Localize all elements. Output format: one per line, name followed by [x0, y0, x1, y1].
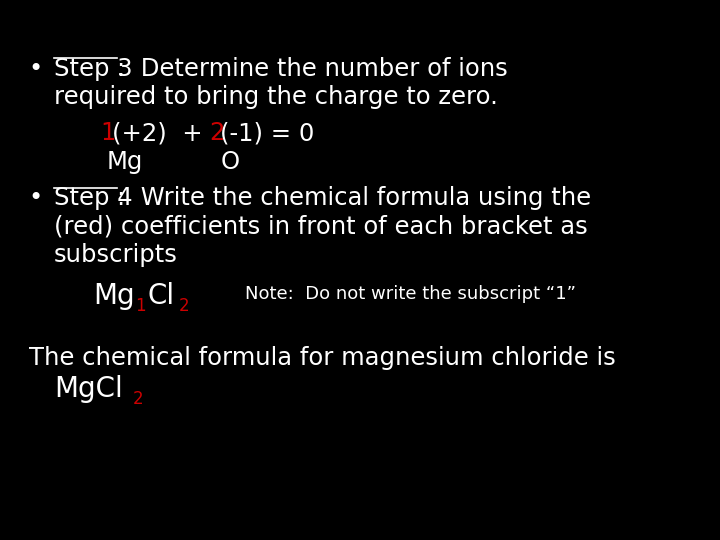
Text: •: • [29, 57, 43, 80]
Text: 1: 1 [135, 297, 146, 315]
Text: 1: 1 [101, 122, 116, 145]
Text: The chemical formula for magnesium chloride is: The chemical formula for magnesium chlor… [29, 346, 616, 369]
Text: :  Determine the number of ions: : Determine the number of ions [117, 57, 508, 80]
Text: 2: 2 [209, 122, 224, 145]
Text: (red) coefficients in front of each bracket as: (red) coefficients in front of each brac… [54, 215, 588, 239]
Text: •: • [29, 186, 43, 210]
Text: Cl: Cl [148, 282, 175, 310]
Text: 2: 2 [179, 297, 189, 315]
Text: required to bring the charge to zero.: required to bring the charge to zero. [54, 85, 498, 109]
Text: Step 4: Step 4 [54, 186, 132, 210]
Text: 2: 2 [133, 390, 144, 408]
Text: (+2)  +: (+2) + [112, 122, 202, 145]
Text: Mg: Mg [94, 282, 135, 310]
Text: Mg: Mg [107, 150, 143, 174]
Text: subscripts: subscripts [54, 243, 178, 267]
Text: Note:  Do not write the subscript “1”: Note: Do not write the subscript “1” [245, 285, 576, 302]
Text: MgCl: MgCl [54, 375, 122, 403]
Text: Step 3: Step 3 [54, 57, 132, 80]
Text: (-1) = 0: (-1) = 0 [220, 122, 314, 145]
Text: :  Write the chemical formula using the: : Write the chemical formula using the [117, 186, 592, 210]
Text: O: O [221, 150, 240, 174]
